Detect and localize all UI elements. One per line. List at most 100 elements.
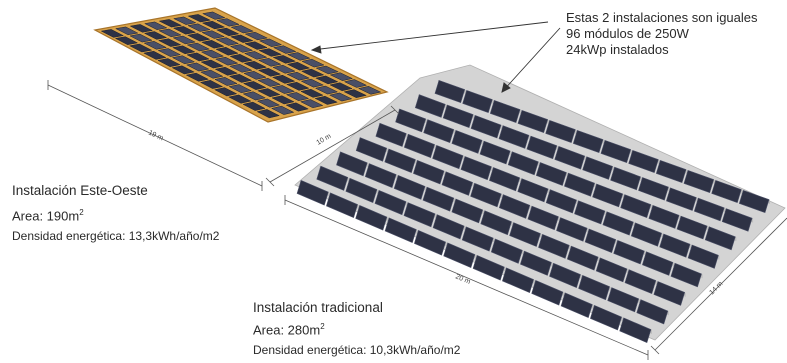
east-west-module (256, 109, 280, 119)
traditional-module (509, 222, 541, 247)
traditional-module (375, 122, 407, 147)
east-west-module (185, 62, 210, 72)
east-west-module (115, 26, 139, 36)
east-west-module (230, 34, 254, 43)
traditional-module (470, 182, 502, 208)
dim-line-10m (269, 109, 396, 183)
east-west-module (315, 65, 339, 75)
traditional-module (364, 163, 397, 189)
traditional-module (549, 262, 581, 289)
traditional-module (498, 125, 530, 149)
traditional-module (527, 205, 559, 231)
east-west-module (201, 11, 226, 20)
traditional-module (422, 186, 455, 212)
traditional-module (566, 245, 599, 271)
traditional-module (489, 100, 521, 123)
east-west-module (286, 81, 310, 91)
traditional-module (451, 130, 483, 154)
traditional-module (316, 165, 349, 191)
east-west-module (128, 43, 153, 53)
traditional-module (564, 172, 595, 197)
traditional-module (414, 94, 446, 118)
east-west-module (158, 19, 183, 28)
traditional-module (479, 140, 511, 165)
east-west-module (314, 95, 338, 105)
east-west-module (216, 18, 240, 27)
east-west-module (172, 35, 196, 45)
traditional-module (480, 210, 512, 236)
east-west-module (270, 105, 295, 115)
traditional-module (704, 226, 736, 251)
traditional-module (554, 146, 586, 170)
east-west-module (200, 59, 224, 69)
traditional-module (470, 115, 502, 139)
callout-arrows (310, 21, 561, 93)
east-west-module (258, 38, 283, 47)
traditional-module (423, 119, 455, 143)
east-west-module (271, 74, 296, 84)
traditional-module (462, 90, 493, 113)
traditional-module (395, 108, 427, 133)
traditional-module (607, 287, 640, 313)
note-line-3: 24kWp instalados (566, 42, 669, 57)
east-west-module (287, 52, 311, 61)
east-west-module (228, 74, 253, 83)
east-west-module (242, 91, 267, 101)
east-west-module (114, 36, 139, 45)
traditional-module (432, 145, 464, 170)
east-west-module (229, 44, 254, 53)
east-west-module (286, 71, 310, 81)
east-west-module (185, 72, 210, 82)
traditional-module (393, 174, 426, 200)
callout-arrow-east-west (311, 21, 549, 51)
east-west-module (271, 95, 295, 105)
east-west-module (300, 88, 324, 98)
traditional-module (648, 205, 680, 229)
traditional-module (384, 148, 416, 173)
east-west-panel-array (100, 11, 382, 119)
east-west-module (243, 71, 267, 80)
traditional-module (653, 281, 686, 306)
east-west-module (329, 72, 354, 81)
traditional-module (659, 233, 691, 258)
traditional-module (584, 228, 617, 253)
traditional-module (592, 183, 624, 208)
east-west-module (100, 29, 125, 38)
east-west-module (286, 61, 311, 71)
traditional-module (574, 200, 606, 225)
east-west-module (157, 58, 181, 67)
traditional-module (683, 170, 715, 193)
east-west-module (242, 81, 267, 90)
traditional-module (595, 257, 628, 283)
east-west-module (199, 80, 224, 89)
east-west-module (157, 48, 182, 57)
dim-label-19m: 19 m (147, 129, 164, 142)
comparison-note: Estas 2 instalaciones son iguales 96 mód… (566, 10, 758, 58)
east-west-module (300, 68, 325, 78)
east-west-module (172, 45, 196, 55)
traditional-module (414, 229, 446, 256)
traditional-module (517, 178, 549, 203)
east-west-title: Instalación Este-Oeste (12, 183, 148, 198)
traditional-area: Area: 280m2 (253, 322, 325, 337)
traditional-module (578, 274, 610, 301)
traditional-module (336, 151, 368, 177)
east-west-module (172, 16, 197, 25)
traditional-module (620, 194, 652, 218)
east-west-module (243, 61, 268, 70)
east-west-module (213, 87, 238, 97)
east-west-area-sup: 2 (79, 208, 84, 217)
east-west-module (257, 68, 282, 77)
traditional-module (345, 177, 378, 204)
traditional-module (526, 135, 558, 160)
traditional-panel-rows (296, 80, 770, 344)
east-west-module (143, 31, 168, 40)
east-west-module (228, 84, 252, 94)
traditional-module (434, 80, 466, 103)
east-west-module (215, 37, 240, 46)
callout-arrow-traditional (501, 27, 561, 93)
east-west-module (187, 23, 211, 32)
traditional-module (531, 279, 564, 306)
east-west-module (201, 40, 225, 49)
east-west-module (343, 89, 367, 98)
